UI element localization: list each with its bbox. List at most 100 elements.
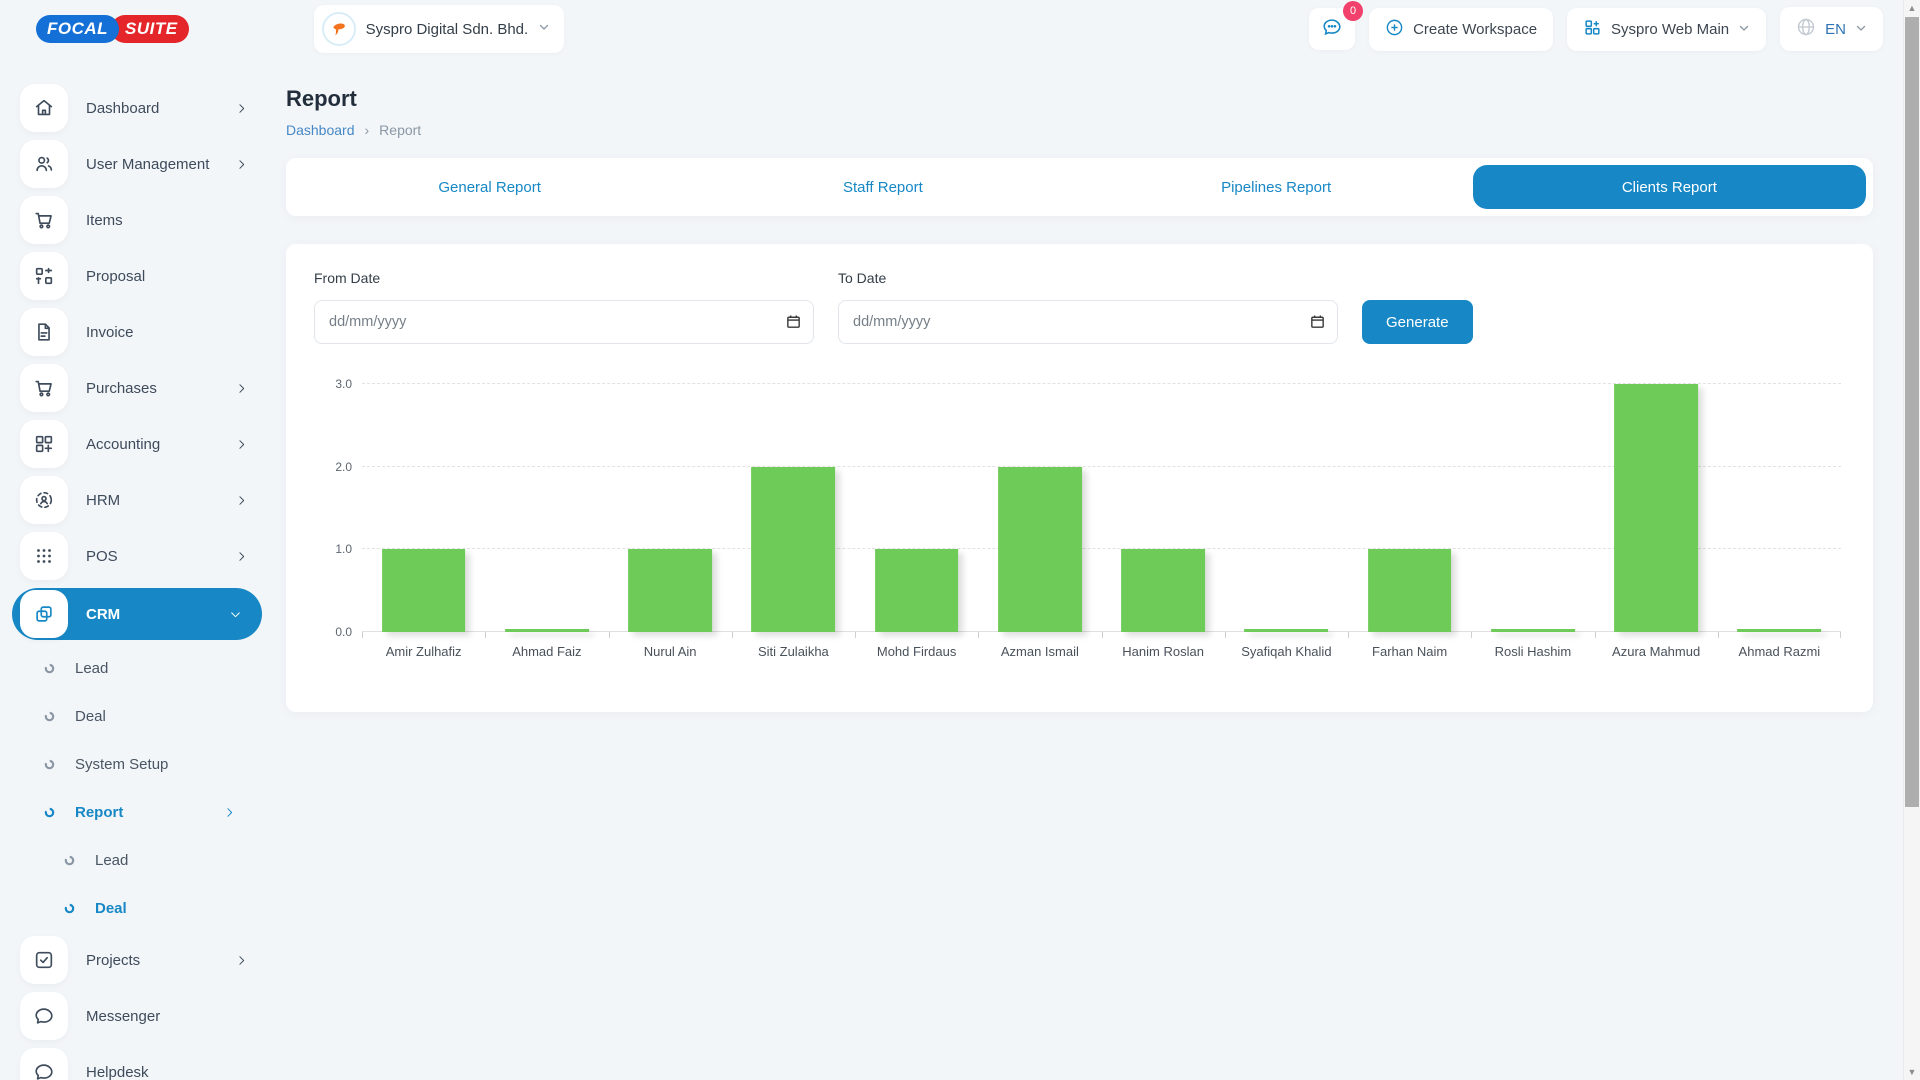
y-axis-tick-label: 0.0 xyxy=(335,625,352,639)
sidebar-item-projects[interactable]: Projects xyxy=(12,936,262,984)
page-scrollbar[interactable]: ▲ ▼ xyxy=(1903,0,1920,1080)
chevron-down-icon xyxy=(1855,22,1867,37)
x-axis-category-label: Ahmad Faiz xyxy=(512,644,582,659)
sidebar-item-invoice[interactable]: Invoice xyxy=(12,308,262,356)
sidebar-item-deal[interactable]: Deal xyxy=(12,696,262,736)
bar-rosli-hashim[interactable] xyxy=(1490,629,1575,632)
chart-bars: Amir Zulhafiz Ahmad Faiz Nurul Ain Siti Zul… xyxy=(362,384,1841,659)
tab-general-report[interactable]: General Report xyxy=(438,178,541,196)
tab-pipelines-report[interactable]: Pipelines Report xyxy=(1221,178,1332,196)
x-axis-category-label: Amir Zulhafiz xyxy=(385,644,462,659)
chevron-right-icon xyxy=(235,954,248,967)
sidebar-item-items[interactable]: Items xyxy=(12,196,262,244)
breadcrumb-dashboard-link[interactable]: Dashboard xyxy=(286,122,355,138)
app-switcher-button[interactable]: Syspro Web Main xyxy=(1567,7,1767,51)
generate-button[interactable]: Generate xyxy=(1362,300,1473,344)
bar-syafiqah-khalid[interactable] xyxy=(1244,629,1329,632)
bar-azura-mahmud[interactable] xyxy=(1614,384,1699,632)
sidebar-item-lead[interactable]: Lead xyxy=(12,648,262,688)
bar-farhan-naim[interactable] xyxy=(1367,549,1452,632)
bar-hanim-roslan[interactable] xyxy=(1121,549,1206,632)
chat-icon xyxy=(20,1048,68,1080)
sidebar-item-crm[interactable]: CRM xyxy=(12,588,262,640)
sidebar-item-system-setup[interactable]: System Setup xyxy=(12,744,262,784)
x-axis-category-label: Syafiqah Khalid xyxy=(1241,644,1332,659)
to-date-field: To Date xyxy=(838,270,1338,344)
chat-bubble-icon xyxy=(1321,16,1343,43)
sidebar-item-lead[interactable]: Lead xyxy=(12,840,262,880)
sidebar-item-label: Accounting xyxy=(86,435,161,453)
from-date-input[interactable] xyxy=(314,300,814,344)
sidebar-item-label: Helpdesk xyxy=(86,1063,149,1080)
breadcrumb: Dashboard › Report xyxy=(286,122,1873,138)
sidebar-item-label: User Management xyxy=(86,155,210,173)
chart-bar-slot: Azman Ismail xyxy=(978,384,1101,659)
create-workspace-label: Create Workspace xyxy=(1413,20,1538,38)
bar-azman-ismail[interactable] xyxy=(997,466,1082,632)
to-date-input[interactable] xyxy=(838,300,1338,344)
language-selector[interactable]: EN xyxy=(1780,7,1883,51)
sidebar-item-label: Proposal xyxy=(86,267,146,285)
topbar-actions: 0 Create Workspace Syspro Web Main EN xyxy=(1309,1,1883,51)
breadcrumb-current: Report xyxy=(379,122,422,138)
sidebar-item-deal[interactable]: Deal xyxy=(12,888,262,928)
scrollbar-thumb[interactable] xyxy=(1905,17,1919,807)
y-axis-tick-label: 3.0 xyxy=(335,377,352,391)
sidebar-item-label: Deal xyxy=(95,899,127,917)
x-axis-category-label: Rosli Hashim xyxy=(1494,644,1572,659)
sidebar-item-label: Items xyxy=(86,211,123,229)
chart-gridline: 0.0 xyxy=(335,625,1841,639)
x-axis-tick xyxy=(1594,632,1596,638)
sidebar-item-label: Invoice xyxy=(86,323,134,341)
scrollbar-down-icon[interactable]: ▼ xyxy=(1907,1067,1917,1077)
tab-clients-report[interactable]: Clients Report xyxy=(1472,165,1866,209)
y-axis-tick-label: 2.0 xyxy=(335,459,352,474)
focal-suite-logo[interactable]: FOCAL SUITE xyxy=(36,15,189,43)
cart-icon xyxy=(20,364,68,412)
globe-icon xyxy=(1796,17,1816,41)
bar-ahmad-razmi[interactable] xyxy=(1737,629,1822,632)
bar-amir-zulhafiz[interactable] xyxy=(381,549,466,632)
sidebar-item-purchases[interactable]: Purchases xyxy=(12,364,262,412)
grid-plus-icon xyxy=(1583,18,1602,41)
create-workspace-button[interactable]: Create Workspace xyxy=(1369,7,1554,51)
sidebar-nav: Dashboard User Management Items Proposal Inv… xyxy=(0,74,262,1080)
chevron-right-icon xyxy=(223,806,236,819)
scrollbar-up-icon[interactable]: ▲ xyxy=(1907,3,1917,13)
x-axis-tick xyxy=(855,632,856,638)
messages-button[interactable]: 0 xyxy=(1309,1,1364,50)
calendar-icon[interactable] xyxy=(1309,313,1326,335)
circle-bullet-icon xyxy=(44,663,55,674)
sidebar-item-label: CRM xyxy=(86,605,121,623)
sidebar-item-accounting[interactable]: Accounting xyxy=(12,420,262,468)
sidebar-item-label: Messenger xyxy=(86,1007,161,1025)
circle-bullet-icon xyxy=(64,903,75,914)
calendar-icon[interactable] xyxy=(785,313,802,335)
circle-bullet-icon xyxy=(44,807,55,818)
bar-nurul-ain[interactable] xyxy=(628,549,713,632)
sidebar-item-proposal[interactable]: Proposal xyxy=(12,252,262,300)
sidebar-item-user-management[interactable]: User Management xyxy=(12,140,262,188)
sidebar-item-pos[interactable]: POS xyxy=(12,532,262,580)
sidebar-item-messenger[interactable]: Messenger xyxy=(12,992,262,1040)
workspace-selector[interactable]: Syspro Digital Sdn. Bhd. xyxy=(313,5,565,53)
focus-icon xyxy=(20,476,68,524)
bar-ahmad-faiz[interactable] xyxy=(504,629,589,632)
bar-siti-zulaikha[interactable] xyxy=(751,466,836,632)
sidebar-item-hrm[interactable]: HRM xyxy=(12,476,262,524)
sidebar-item-dashboard[interactable]: Dashboard xyxy=(12,84,262,132)
logo-suite-text: SUITE xyxy=(111,15,189,43)
sidebar-item-label: Projects xyxy=(86,951,141,969)
sidebar-item-label: Lead xyxy=(95,851,129,869)
chart-bar-slot: Azura Mahmud xyxy=(1594,384,1718,659)
tab-staff-report[interactable]: Staff Report xyxy=(842,178,923,196)
sidebar-item-report[interactable]: Report xyxy=(12,792,262,832)
chart-bar-slot: Farhan Naim xyxy=(1348,384,1471,659)
sidebar-item-label: Dashboard xyxy=(86,99,160,117)
x-axis-tick xyxy=(1471,632,1473,638)
workspace-logo-icon xyxy=(321,12,356,46)
chevron-right-icon xyxy=(235,494,248,507)
bar-mohd-firdaus[interactable] xyxy=(874,549,959,632)
overlap-squares-icon xyxy=(20,590,68,638)
sidebar-item-helpdesk[interactable]: Helpdesk xyxy=(12,1048,262,1080)
